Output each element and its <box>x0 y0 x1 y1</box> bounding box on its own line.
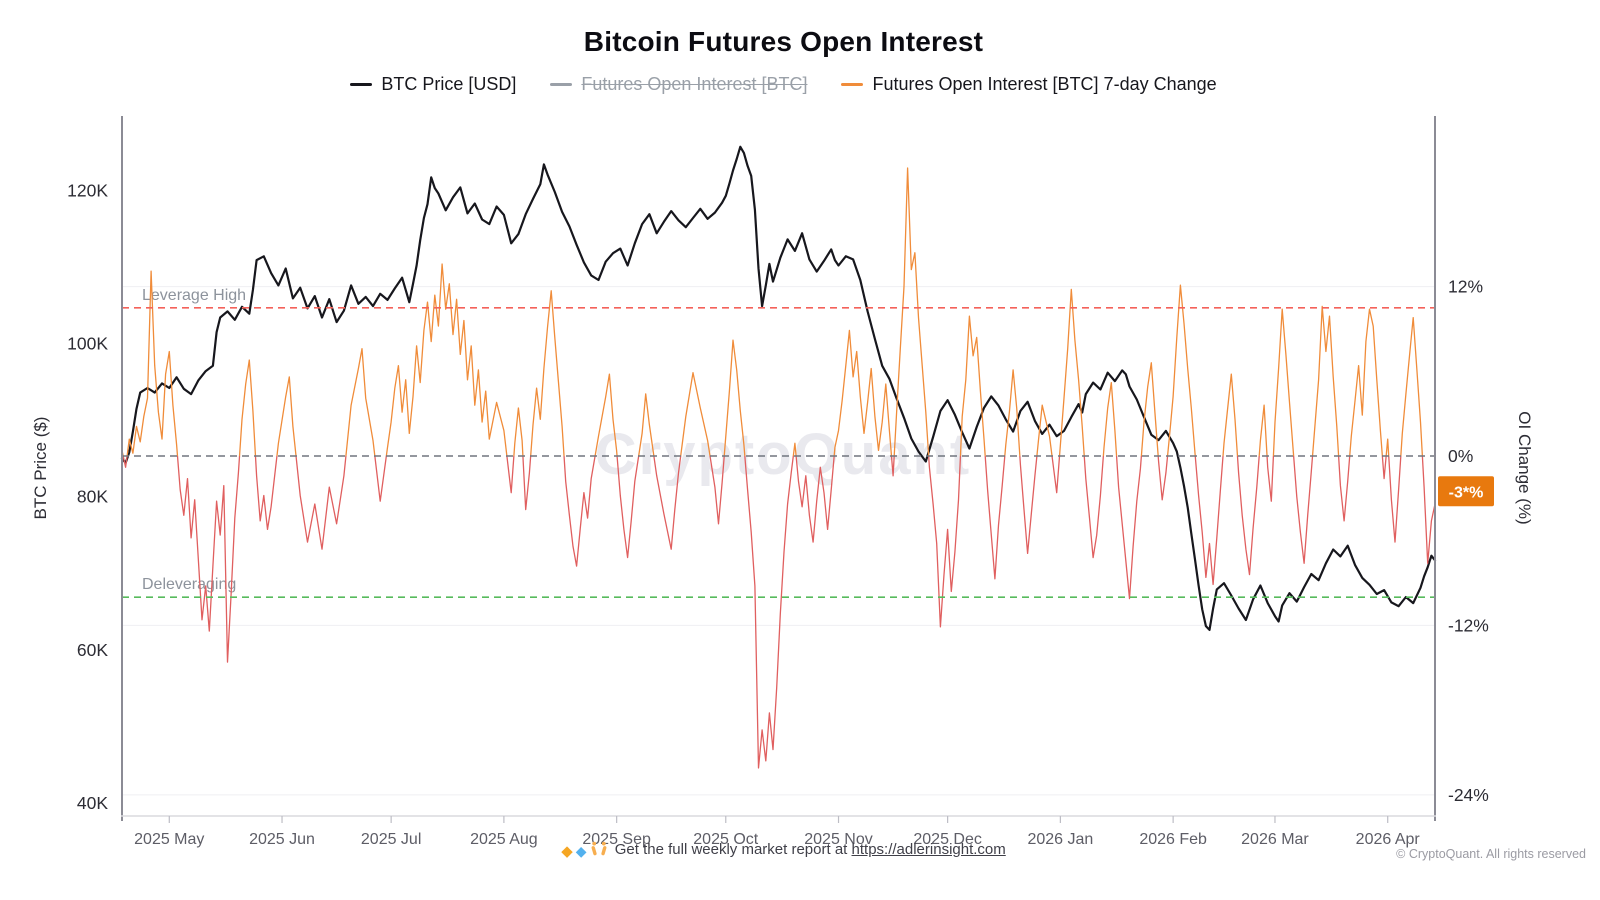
legend-swatch <box>350 83 373 86</box>
right-tick-label: -12% <box>1448 615 1489 635</box>
x-tick-label: 2026 Mar <box>1241 831 1309 848</box>
raised-hands-icon <box>590 841 608 860</box>
legend-label: Futures Open Interest [BTC] 7-day Change <box>872 74 1217 94</box>
left-tick-label: 60K <box>77 640 108 660</box>
x-tick-label: 2025 Jul <box>361 831 422 848</box>
right-axis-title: OI Change (%) <box>1515 411 1534 524</box>
x-tick-label: 2026 Apr <box>1356 831 1421 848</box>
x-tick-label: 2026 Jan <box>1027 831 1093 848</box>
left-tick-label: 100K <box>67 334 108 354</box>
left-tick-label: 120K <box>67 180 108 200</box>
left-tick-label: 80K <box>77 487 108 507</box>
right-tick-label: 12% <box>1448 277 1483 297</box>
series-oi-change-negative <box>122 456 1436 769</box>
right-tick-label: -24% <box>1448 785 1489 805</box>
current-value-badge-text: -3*% <box>1449 484 1484 501</box>
plot-area[interactable] <box>122 120 1435 816</box>
footer-report-note: ◆ ◆ Get the full weekly market report at … <box>0 841 1567 860</box>
legend-label: Futures Open Interest [BTC] <box>581 74 808 94</box>
x-tick-label: 2025 Dec <box>913 831 982 848</box>
x-tick-label: 2026 Feb <box>1139 831 1207 848</box>
legend-item-1[interactable]: Futures Open Interest [BTC] <box>550 74 807 95</box>
page-title: Bitcoin Futures Open Interest <box>583 26 984 57</box>
legend-label: BTC Price [USD] <box>381 74 517 94</box>
legend-swatch <box>550 83 573 86</box>
x-tick-label: 2025 Nov <box>804 831 873 848</box>
leverage-high-label: Leverage High <box>142 287 246 304</box>
copyright: © CryptoQuant. All rights reserved <box>1396 847 1586 861</box>
current-value-badge <box>1438 476 1494 507</box>
report-link[interactable]: https://adlerinsight.com <box>851 841 1006 858</box>
chart-legend: BTC Price [USD] Futures Open Interest [BT… <box>0 74 1567 95</box>
x-tick-label: 2025 Jun <box>249 831 315 848</box>
blue-gem-icon: ◆ <box>575 843 587 859</box>
left-tick-label: 40K <box>77 793 108 813</box>
x-tick-label: 2025 May <box>134 831 204 848</box>
x-tick-label: 2025 Oct <box>693 831 758 848</box>
legend-swatch <box>841 83 864 86</box>
footer-text: Get the full weekly market report at <box>614 841 848 858</box>
left-axis-title: BTC Price ($) <box>31 417 50 520</box>
x-tick-label: 2025 Sep <box>582 831 651 848</box>
legend-item-0[interactable]: BTC Price [USD] <box>350 74 516 95</box>
series-btc-price <box>120 145 1437 631</box>
legend-item-2[interactable]: Futures Open Interest [BTC] 7-day Change <box>841 74 1217 95</box>
series-oi-change-positive <box>121 167 1424 456</box>
right-tick-label: 0% <box>1448 446 1473 466</box>
orange-diamond-icon: ◆ <box>561 843 573 860</box>
x-tick-label: 2025 Aug <box>470 831 538 848</box>
